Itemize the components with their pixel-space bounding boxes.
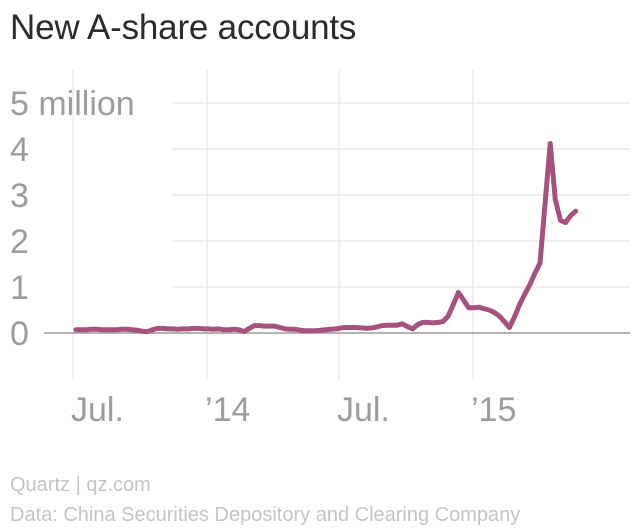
y-tick-label: 3 bbox=[10, 177, 29, 215]
x-tick-label: Jul. bbox=[71, 391, 124, 429]
line-chart: 0 1 2 3 4 5 million Jul. ’14 Jul. ’15 bbox=[10, 70, 630, 429]
chart-title: New A-share accounts bbox=[10, 8, 357, 47]
x-tick-label: ’15 bbox=[471, 391, 516, 429]
y-tick-label: 0 bbox=[10, 315, 29, 353]
series-line-0 bbox=[73, 141, 579, 335]
data-credit: Data: China Securities Depository and Cl… bbox=[10, 504, 521, 526]
x-tick-label: Jul. bbox=[337, 391, 390, 429]
y-tick-label: 1 bbox=[10, 269, 29, 307]
y-tick-label: 2 bbox=[10, 223, 29, 261]
y-tick-label: 5 million bbox=[10, 85, 135, 123]
source-credit: Quartz | qz.com bbox=[10, 474, 151, 496]
series-layer bbox=[73, 141, 579, 335]
y-tick-label: 4 bbox=[10, 131, 29, 169]
x-tick-label: ’14 bbox=[205, 391, 250, 429]
tick-labels: 0 1 2 3 4 5 million Jul. ’14 Jul. ’15 bbox=[10, 85, 516, 429]
